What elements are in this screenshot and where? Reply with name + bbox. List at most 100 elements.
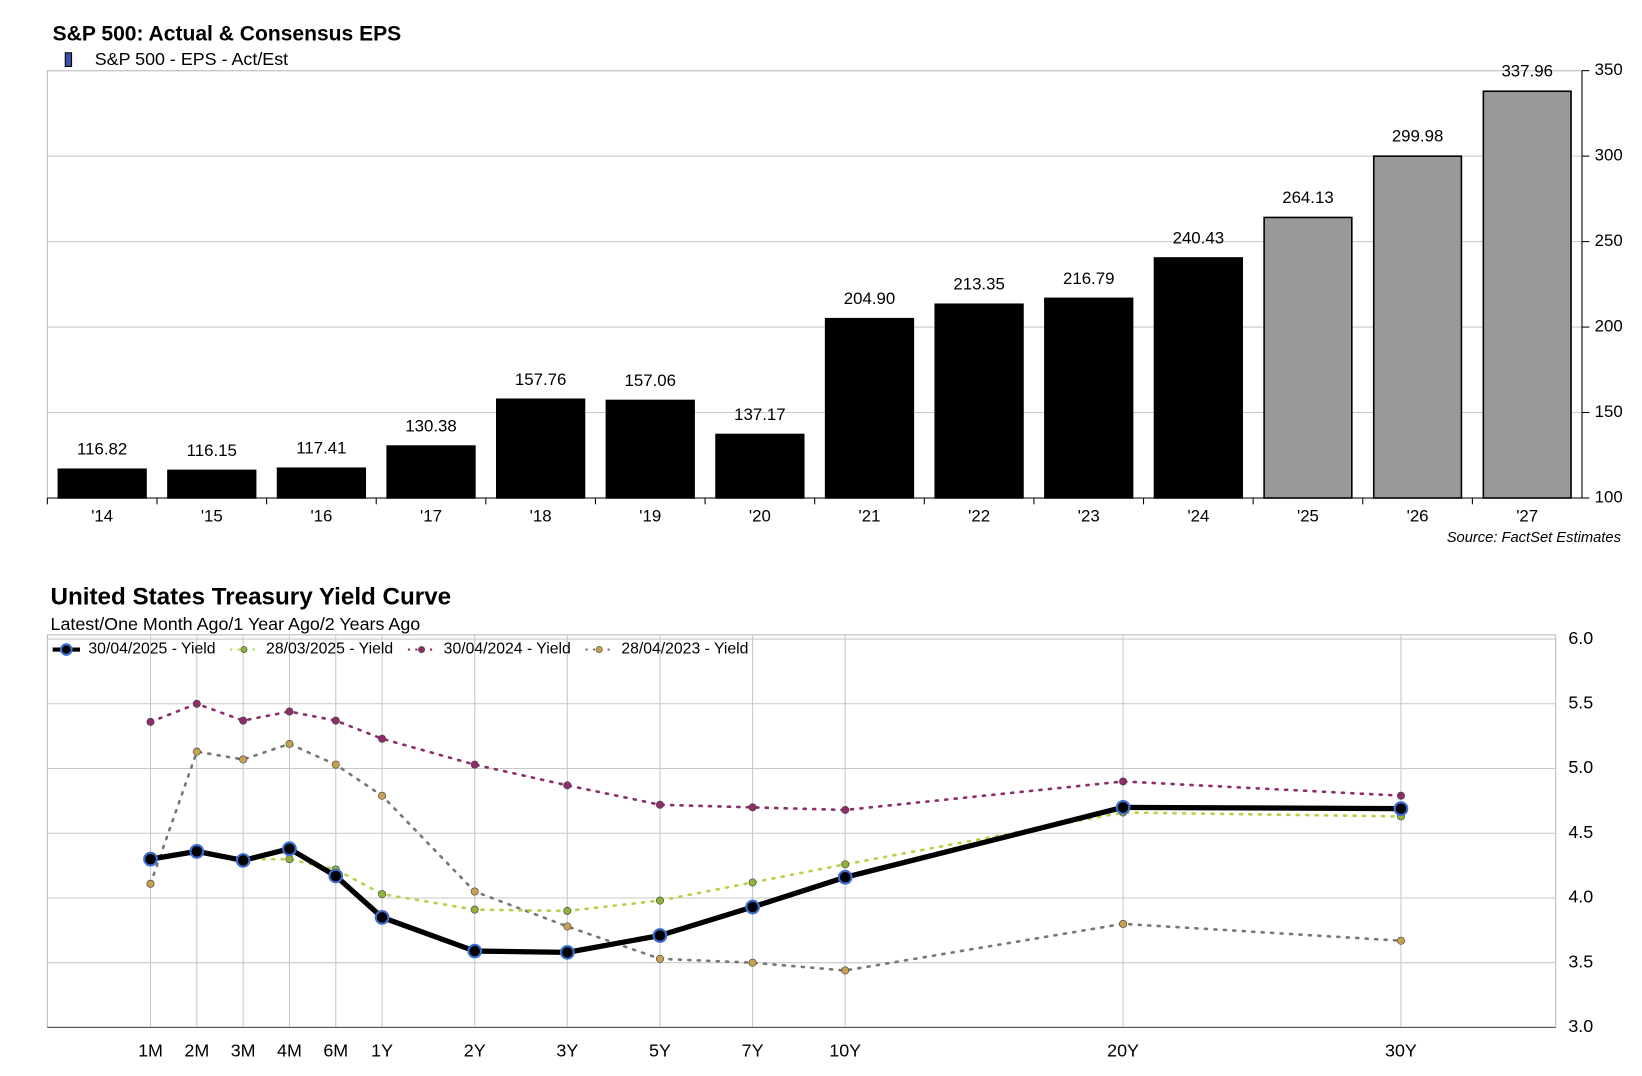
series-marker	[1115, 799, 1131, 815]
x-tick-label: 1M	[138, 1040, 163, 1060]
x-tick-label: '14	[91, 506, 113, 525]
series-marker	[1119, 919, 1128, 928]
series-marker	[748, 878, 757, 887]
y-tick-label: 3.5	[1568, 951, 1593, 971]
value-label: 264.13	[1282, 188, 1333, 207]
x-tick-label: '18	[530, 506, 552, 525]
value-label: 117.41	[296, 439, 346, 458]
x-tick-label: 6M	[323, 1040, 348, 1060]
series-marker	[239, 716, 248, 725]
legend-swatch	[64, 52, 73, 67]
series-marker	[328, 868, 344, 884]
series-marker	[374, 910, 390, 925]
x-tick-label: '17	[420, 506, 442, 525]
x-tick-label: 5Y	[649, 1040, 671, 1060]
y-tick-label: 350	[1595, 60, 1623, 79]
series-marker	[378, 791, 387, 800]
bar	[824, 317, 915, 499]
series-marker	[146, 879, 155, 888]
legend-label: 30/04/2024 - Yield	[444, 641, 571, 658]
legend-label: 28/04/2023 - Yield	[621, 641, 748, 658]
bar	[386, 445, 476, 499]
value-label: 116.82	[77, 440, 127, 459]
legend-label: 28/03/2025 - Yield	[266, 641, 393, 658]
x-tick-label: 4M	[277, 1040, 302, 1060]
y-tick-label: 6.0	[1568, 628, 1593, 648]
legend-marker	[595, 646, 603, 654]
bar	[934, 303, 1024, 499]
series-marker	[282, 841, 297, 857]
series-marker	[470, 887, 479, 896]
series-marker	[655, 800, 664, 809]
series-marker	[841, 966, 850, 975]
x-tick-label: 1Y	[371, 1040, 393, 1060]
value-label: 157.06	[625, 371, 676, 390]
series-marker	[285, 739, 294, 748]
x-tick-label: '26	[1407, 506, 1429, 525]
value-label: 299.98	[1392, 127, 1443, 146]
x-tick-label: '23	[1078, 506, 1100, 525]
x-tick-label: 2Y	[464, 1040, 486, 1060]
x-tick-label: '15	[201, 506, 223, 525]
chart-title: S&P 500: Actual & Consensus EPS	[53, 22, 402, 45]
value-label: 204.90	[844, 289, 895, 308]
chart-subtitle: Latest/One Month Ago/1 Year Ago/2 Years …	[51, 614, 421, 634]
x-tick-label: '24	[1187, 506, 1209, 525]
y-tick-label: 3.0	[1568, 1016, 1593, 1036]
bar	[715, 433, 805, 499]
series-marker	[192, 699, 201, 708]
series-marker	[563, 781, 572, 790]
series-marker	[378, 890, 387, 899]
x-tick-label: '20	[749, 506, 771, 525]
x-tick-label: '21	[859, 506, 881, 525]
y-tick-label: 4.5	[1568, 822, 1593, 842]
legend-label: S&P 500 - EPS - Act/Est	[95, 49, 288, 69]
bar	[1372, 155, 1463, 499]
bar	[1153, 257, 1243, 499]
series-marker	[655, 954, 664, 963]
series-marker	[146, 717, 155, 726]
x-tick-label: 2M	[184, 1040, 209, 1060]
y-tick-label: 150	[1595, 402, 1623, 421]
x-tick-label: 10Y	[829, 1040, 861, 1060]
value-label: 157.76	[515, 370, 566, 389]
legend-marker	[59, 643, 73, 656]
bar	[167, 469, 257, 499]
bar	[1044, 297, 1134, 499]
x-tick-label: '27	[1516, 506, 1538, 525]
series-marker	[331, 716, 340, 725]
value-label: 130.38	[405, 417, 456, 436]
legend-label: 30/04/2025 - Yield	[88, 641, 215, 658]
y-tick-label: 200	[1595, 317, 1623, 336]
series-marker	[285, 707, 294, 716]
series-marker	[235, 853, 251, 868]
series-marker	[1396, 791, 1405, 800]
y-tick-label: 300	[1595, 146, 1623, 165]
series-marker	[378, 734, 387, 743]
chart-title: United States Treasury Yield Curve	[51, 583, 452, 610]
x-tick-label: '22	[968, 506, 990, 525]
bar	[57, 468, 147, 499]
series-line	[149, 742, 1403, 972]
x-tick-label: '19	[639, 506, 661, 525]
series-marker	[559, 944, 575, 960]
x-tick-label: 20Y	[1107, 1040, 1139, 1060]
value-label: 216.79	[1063, 269, 1114, 288]
series-marker	[563, 906, 572, 915]
series-marker	[655, 896, 664, 905]
y-tick-label: 4.0	[1568, 887, 1593, 907]
x-tick-label: 3Y	[556, 1040, 578, 1060]
value-label: 213.35	[953, 275, 1004, 294]
series-marker	[745, 899, 760, 915]
series-marker	[748, 958, 757, 967]
bar	[1482, 90, 1572, 499]
y-tick-label: 5.0	[1568, 757, 1593, 777]
series-marker	[467, 943, 483, 959]
legend-marker	[418, 646, 426, 654]
series-marker	[285, 855, 294, 864]
y-tick-label: 250	[1595, 231, 1623, 250]
series-marker	[841, 860, 850, 869]
series-marker	[1393, 801, 1409, 817]
